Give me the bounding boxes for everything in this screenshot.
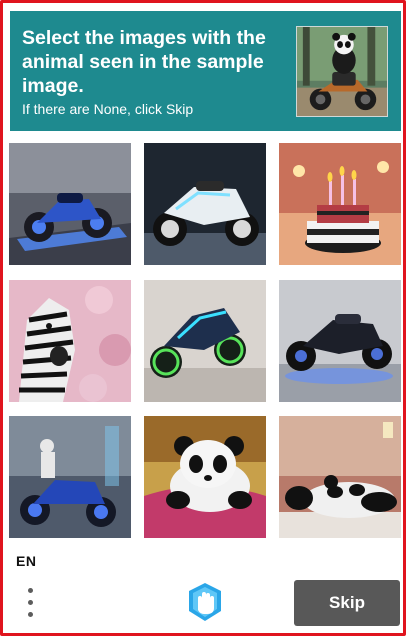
prompt-title: Select the images with the animal seen i… [22,27,266,97]
challenge-header: Select the images with the animal seen i… [10,11,401,131]
image-tile-9[interactable] [279,416,401,538]
hand-logo-icon [184,581,226,623]
birthday-cake-image [279,143,401,265]
more-vertical-icon[interactable] [20,586,40,620]
sport-motorcycle-image [279,280,401,402]
rider-motorcycle-image [9,416,131,538]
image-tile-3[interactable] [279,143,401,265]
image-tile-7[interactable] [9,416,131,538]
image-tile-8[interactable] [144,416,266,538]
skip-button[interactable]: Skip [294,580,400,626]
language-selector[interactable]: EN [16,553,37,569]
image-tile-2[interactable] [144,143,266,265]
image-tile-4[interactable] [9,280,131,402]
white-motorcycle-image [144,143,266,265]
zebra-image [9,280,131,402]
panda-pillow-image [144,416,266,538]
panda-table-image [279,416,401,538]
blue-motorcycle-image [9,143,131,265]
image-grid [9,143,401,539]
sample-image [296,26,388,117]
image-tile-6[interactable] [279,280,401,402]
image-tile-1[interactable] [9,143,131,265]
prompt-subtitle: If there are None, click Skip [22,101,194,117]
neon-motorcycle-image [144,280,266,402]
image-tile-5[interactable] [144,280,266,402]
panda-motorcycle-sample [297,27,387,116]
